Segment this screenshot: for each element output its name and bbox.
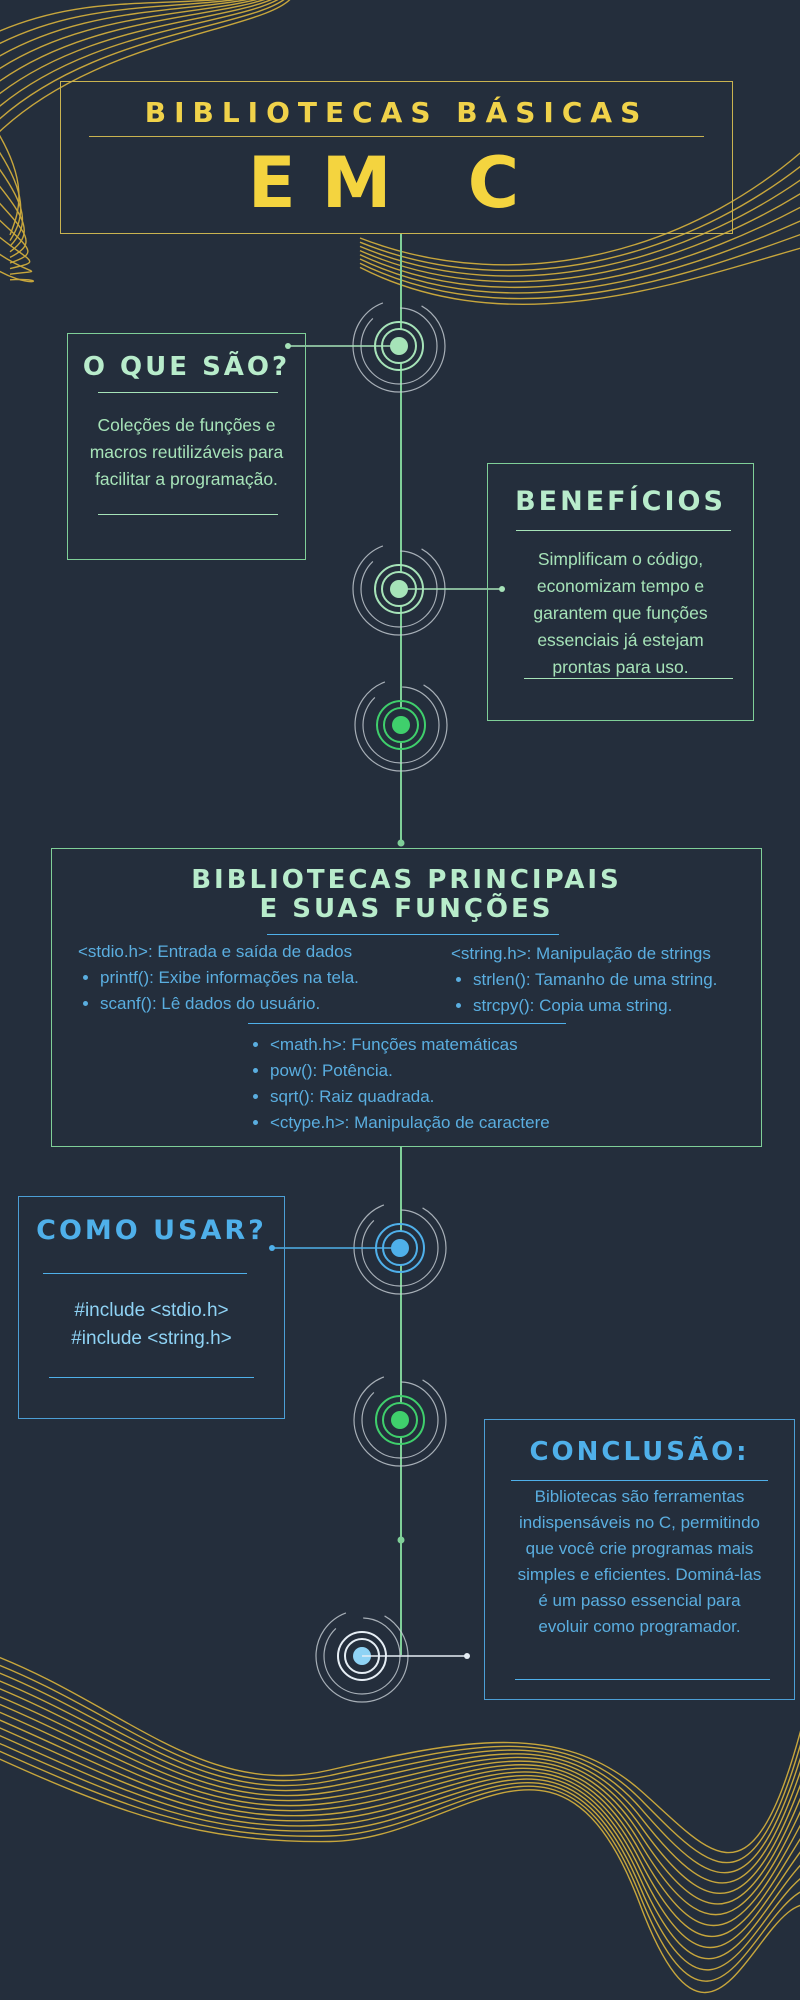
string-title: <string.h>: Manipulação de strings [451, 944, 711, 963]
wave-line [0, 1758, 800, 1993]
string-list: strlen(): Tamanho de uma string. strcpy(… [451, 967, 717, 1019]
wave-line [359, 206, 800, 288]
wave-line [0, 0, 238, 45]
list-item: scanf(): Lê dados do usuário. [100, 991, 359, 1017]
wave-line [0, 0, 258, 70]
timeline-node [353, 1373, 447, 1467]
list-item: pow(): Potência. [270, 1058, 550, 1084]
wave-line [0, 1656, 800, 1854]
conclusion-card: CONCLUSÃO: Bibliotecas são ferramentas i… [484, 1419, 795, 1700]
wave-line [0, 1680, 800, 1884]
timeline-node [352, 542, 505, 636]
string-block: <string.h>: Manipulação de strings strle… [451, 941, 717, 1019]
wave-line [359, 152, 800, 266]
wave-line [0, 1719, 800, 1938]
conclusion-heading: CONCLUSÃO: [529, 1437, 750, 1467]
wave-line [0, 1664, 800, 1864]
wave-line [359, 233, 800, 300]
wave-line [0, 0, 222, 32]
benefits-card: BENEFÍCIOS Simplificam o código, economi… [487, 463, 754, 721]
benefits-divider [516, 530, 731, 531]
benefits-heading: BENEFÍCIOS [515, 486, 726, 517]
list-item: <math.h>: Funções matemáticas [270, 1032, 550, 1058]
wave-line [0, 151, 22, 241]
wave-line [0, 1750, 800, 1982]
wave-line [0, 0, 273, 95]
stdio-title: <stdio.h>: Entrada e saída de dados [78, 942, 353, 961]
math-list: <math.h>: Funções matemáticas pow(): Pot… [248, 1032, 550, 1136]
stdio-list: printf(): Exibe informações na tela. sca… [78, 965, 359, 1017]
title-line-1: BIBLIOTECAS BÁSICAS [144, 96, 649, 129]
wave-line [0, 1695, 800, 1905]
what-text: Coleções de funções e macros reutilizáve… [89, 415, 284, 489]
wave-line [0, 0, 291, 133]
usage-heading: COMO USAR? [36, 1215, 267, 1246]
wave-line [359, 220, 800, 294]
what-divider [98, 392, 278, 393]
usage-line-2: #include <string.h> [71, 1328, 232, 1349]
timeline-node [354, 678, 448, 772]
math-block: <math.h>: Funções matemáticas pow(): Pot… [248, 1032, 550, 1136]
what-underline [98, 514, 278, 515]
wave-line [0, 1711, 800, 1927]
wave-line [0, 134, 20, 236]
usage-underline [49, 1377, 254, 1378]
title-banner: BIBLIOTECAS BÁSICAS EM C [60, 81, 733, 234]
conclusion-divider [511, 1480, 768, 1481]
wave-line [359, 193, 800, 283]
list-item: sqrt(): Raiz quadrada. [270, 1084, 550, 1110]
conclusion-underline [515, 1679, 770, 1680]
wave-line [0, 0, 249, 57]
timeline-node [315, 1609, 470, 1703]
usage-line-1: #include <stdio.h> [74, 1300, 229, 1321]
timeline-node [285, 299, 446, 393]
usage-card: COMO USAR? #include <stdio.h> #include <… [18, 1196, 285, 1419]
usage-divider [43, 1273, 247, 1274]
wave-line [0, 1735, 800, 1960]
benefits-underline [524, 678, 733, 679]
wave-line [0, 168, 24, 247]
list-item: strcpy(): Copia uma string. [473, 993, 717, 1019]
wave-line [359, 165, 800, 272]
wave-line [359, 179, 800, 277]
wave-line [0, 1672, 800, 1874]
list-item: strlen(): Tamanho de uma string. [473, 967, 717, 993]
wave-line [0, 0, 285, 120]
wave-line [0, 1727, 800, 1949]
libraries-divider [267, 934, 559, 935]
what-heading: O QUE SÃO? [82, 352, 291, 382]
list-item: printf(): Exibe informações na tela. [100, 965, 359, 991]
libraries-heading-2: E SUAS FUNÇÕES [259, 894, 554, 924]
benefits-text: Simplificam o código, economizam tempo e… [533, 549, 708, 677]
title-divider [89, 136, 704, 137]
libraries-card: BIBLIOTECAS PRINCIPAIS E SUAS FUNÇÕES <s… [51, 848, 762, 1147]
conclusion-text: Bibliotecas são ferramentas indispensáve… [517, 1487, 762, 1636]
wave-line [0, 219, 29, 264]
wave-line [0, 0, 279, 107]
wave-line [0, 1703, 800, 1916]
wave-line [0, 0, 266, 82]
wave-line [0, 1742, 800, 1971]
libraries-heading-1: BIBLIOTECAS PRINCIPAIS [191, 865, 622, 895]
wave-line [0, 270, 35, 283]
what-card: O QUE SÃO? Coleções de funções e macros … [67, 333, 306, 560]
wave-line [359, 247, 800, 305]
wave-line [0, 202, 27, 259]
timeline-node [269, 1201, 447, 1295]
wave-line [0, 185, 25, 253]
title-line-2: EM C [247, 142, 546, 224]
libraries-mid-divider [248, 1023, 566, 1024]
wave-line [0, 1688, 800, 1895]
stdio-block: <stdio.h>: Entrada e saída de dados prin… [78, 939, 359, 1017]
wave-line [0, 253, 33, 275]
list-item: <ctype.h>: Manipulação de caractere [270, 1110, 550, 1136]
